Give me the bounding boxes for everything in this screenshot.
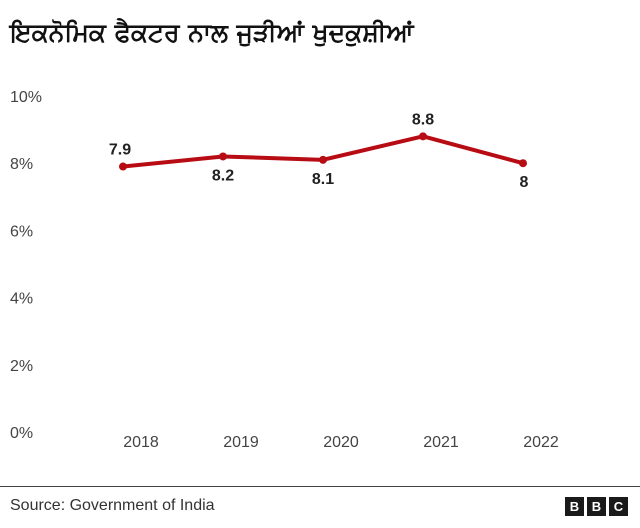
chart-title: ਇਕਨੋਮਿਕ ਫੈਕਟਰ ਨਾਲ ਜੁੜੀਆਂ ਖੁਦਕੁਸ਼ੀਆਂ	[10, 18, 414, 47]
bbc-logo: B B C	[565, 497, 628, 516]
y-tick-label: 4%	[10, 291, 33, 308]
line-chart: 0% 2% 4% 6% 8% 10% 2018 2019 2020 2021 2022 7.9 8.…	[10, 89, 559, 451]
x-tick-label: 2019	[223, 434, 259, 451]
data-point	[119, 162, 127, 171]
data-label: 8.8	[412, 111, 434, 128]
data-label: 8.1	[312, 171, 334, 188]
x-tick-label: 2020	[323, 434, 359, 451]
plot-area: 7.9 8.2 8.1 8.8 8	[109, 111, 529, 191]
data-label: 8	[520, 174, 529, 191]
logo-letter-2: B	[587, 497, 606, 516]
y-tick-label: 2%	[10, 358, 33, 375]
data-point	[319, 155, 327, 164]
data-point	[519, 159, 527, 168]
y-tick-label: 10%	[10, 89, 42, 106]
y-tick-label: 8%	[10, 156, 33, 173]
footer-divider	[0, 486, 640, 487]
x-tick-label: 2021	[423, 434, 459, 451]
logo-letter-1: B	[565, 497, 584, 516]
logo-letter-3: C	[609, 497, 628, 516]
y-tick-label: 6%	[10, 223, 33, 240]
y-tick-label: 0%	[10, 425, 33, 442]
source-note: Source: Government of India	[10, 497, 215, 514]
x-axis: 2018 2019 2020 2021 2022	[123, 434, 559, 451]
data-label: 8.2	[212, 167, 234, 184]
data-label: 7.9	[109, 142, 131, 159]
x-tick-label: 2022	[523, 434, 559, 451]
data-point	[219, 152, 227, 161]
data-point	[419, 132, 427, 141]
y-axis: 0% 2% 4% 6% 8% 10%	[10, 89, 42, 442]
x-tick-label: 2018	[123, 434, 159, 451]
